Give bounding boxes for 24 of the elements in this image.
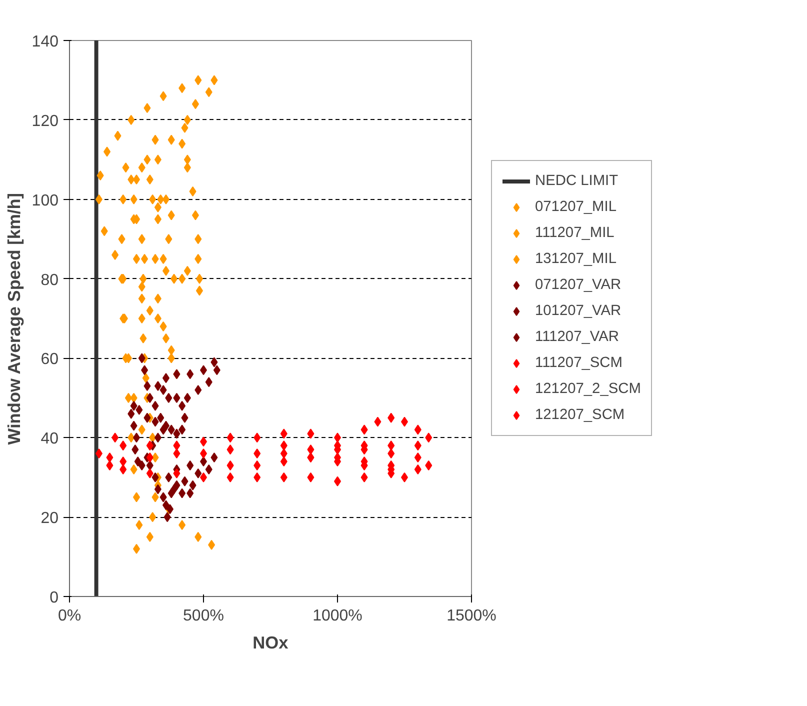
legend-label: 071207_MIL [535,199,616,215]
y-axis-title: Window Average Speed [km/h] [4,192,24,445]
x-tick-label: 500% [183,608,224,624]
legend-label: 121207_SCM [535,407,625,423]
x-axis-title: NOx [252,632,289,652]
legend-label: 111207_VAR [535,329,619,345]
y-tick-label: 0 [50,590,59,606]
legend-label: 131207_MIL [535,251,616,267]
legend-label: 111207_SCM [535,355,622,371]
x-tick-label: 0% [58,608,82,624]
x-tick-label: 1000% [312,608,362,624]
y-tick-label: 40 [40,430,59,448]
legend-label: 101207_VAR [535,303,622,319]
y-tick-label: 140 [32,34,59,50]
y-tick-label: 100 [32,192,59,210]
y-tick-label: 80 [40,272,59,289]
x-tick-label: 1500% [446,608,496,624]
legend-label: NEDC LIMIT [535,173,618,189]
y-tick-label: 120 [32,112,59,130]
y-tick-label: 20 [40,510,59,528]
y-tick-label: 60 [40,351,59,368]
legend-label: 121207_2_SCM [535,381,641,397]
legend-label: 071207_VAR [535,277,622,293]
legend-label: 111207_MIL [535,225,614,241]
